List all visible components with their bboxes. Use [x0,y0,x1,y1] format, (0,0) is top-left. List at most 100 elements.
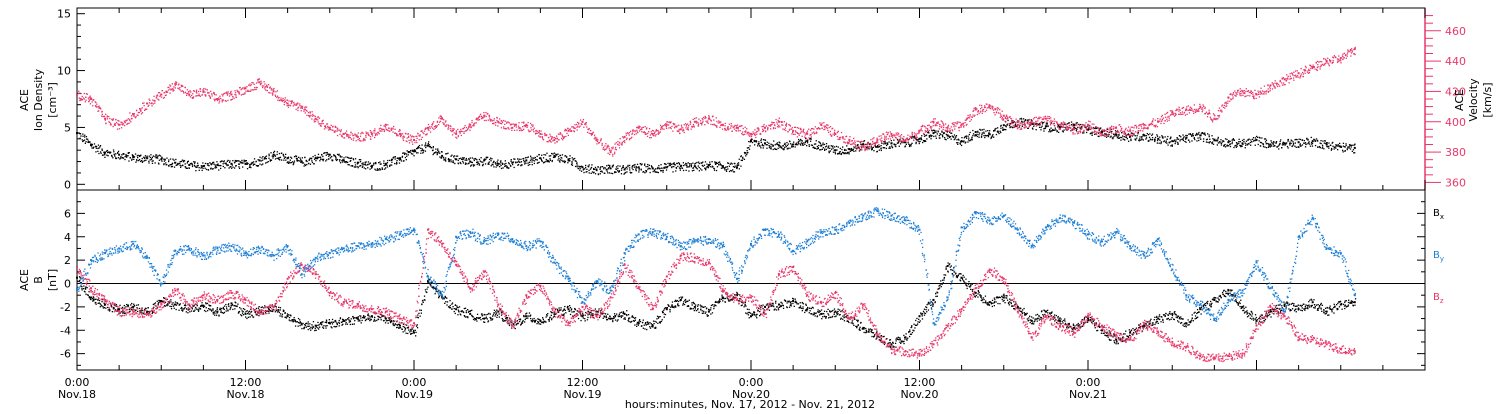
cloud-dot [879,146,880,147]
cloud-dot [176,84,177,85]
cloud-dot [290,105,291,106]
cloud-dot [1230,146,1231,147]
cloud-dot [912,135,913,136]
cloud-dot [737,124,738,125]
cloud-dot [528,122,529,123]
cloud-dot [1012,123,1013,124]
data-point [287,103,289,105]
cloud-dot [887,133,888,134]
cloud-dot [1237,144,1238,145]
cloud-dot [1280,141,1281,142]
cloud-dot [926,138,927,139]
cloud-dot [310,164,311,165]
cloud-dot [641,128,642,129]
cloud-dot [572,163,573,164]
cloud-dot [237,91,238,92]
cloud-dot [533,158,534,159]
cloud-dot [855,144,856,145]
cloud-dot [207,165,208,166]
cloud-dot [1322,141,1323,142]
cloud-dot [1037,120,1038,121]
cloud-dot [1104,135,1105,136]
cloud-dot [282,98,283,99]
cloud-dot [989,130,990,131]
cloud-dot [150,157,151,158]
cloud-dot [1177,138,1178,139]
cloud-dot [554,142,555,143]
cloud-dot [139,108,140,109]
cloud-dot [267,90,268,91]
cloud-dot [930,135,931,136]
cloud-dot [1350,144,1351,145]
cloud-dot [428,124,429,125]
cloud-dot [616,142,617,143]
cloud-dot [183,92,184,93]
cloud-dot [666,126,667,127]
data-point [1031,121,1033,123]
cloud-dot [897,140,898,141]
cloud-dot [886,132,887,133]
cloud-dot [234,90,235,91]
cloud-dot [748,141,749,142]
cloud-dot [1180,136,1181,137]
cloud-dot [195,170,196,171]
cloud-dot [128,160,129,161]
cloud-dot [240,87,241,88]
cloud-dot [90,96,91,97]
cloud-dot [691,166,692,167]
cloud-dot [202,162,203,163]
cloud-dot [855,142,856,143]
cloud-dot [435,151,436,152]
cloud-dot [849,136,850,137]
cloud-dot [710,166,711,167]
cloud-dot [313,115,314,116]
cloud-dot [314,155,315,156]
cloud-dot [1334,148,1335,149]
data-point [118,154,120,156]
cloud-dot [595,138,596,139]
cloud-dot [571,130,572,131]
cloud-dot [173,86,174,87]
cloud-dot [1093,128,1094,129]
cloud-dot [893,140,894,141]
cloud-dot [609,148,610,149]
data-point [497,163,499,165]
cloud-dot [340,162,341,163]
cloud-dot [972,117,973,118]
cloud-dot [501,127,502,128]
cloud-dot [799,135,800,136]
cloud-dot [561,138,562,139]
cloud-dot [261,83,262,84]
cloud-dot [555,156,556,157]
cloud-dot [786,126,787,127]
cloud-dot [807,140,808,141]
cloud-dot [749,133,750,134]
cloud-dot [402,133,403,134]
cloud-dot [429,126,430,127]
data-point [469,124,471,126]
cloud-dot [545,154,546,155]
cloud-dot [384,131,385,132]
cloud-dot [153,160,154,161]
cloud-dot [228,160,229,161]
cloud-dot [222,95,223,96]
cloud-dot [685,123,686,124]
cloud-dot [684,124,685,125]
cloud-dot [946,130,947,131]
cloud-dot [952,136,953,137]
cloud-dot [271,88,272,89]
cloud-dot [452,134,453,135]
cloud-dot [188,91,189,92]
cloud-dot [792,127,793,128]
cloud-dot [183,160,184,161]
cloud-dot [530,156,531,157]
cloud-dot [993,137,994,138]
cloud-dot [86,136,87,137]
cloud-dot [606,169,607,170]
cloud-dot [659,168,660,169]
cloud-dot [167,92,168,93]
cloud-dot [483,112,484,113]
cloud-dot [1296,139,1297,140]
cloud-dot [92,144,93,145]
cloud-dot [768,143,769,144]
